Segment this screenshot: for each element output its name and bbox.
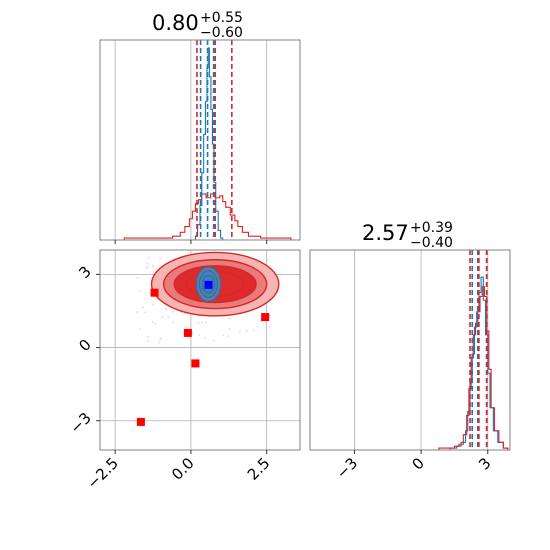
p3-red-histogram bbox=[432, 286, 509, 451]
p2-sample-point bbox=[138, 328, 141, 331]
p3-blue-histogram bbox=[438, 276, 509, 451]
p2-sample-point bbox=[151, 320, 154, 323]
p2-sample-point bbox=[266, 258, 269, 261]
p2-ytick-label-1: 0 bbox=[75, 336, 94, 355]
p2-sample-point bbox=[239, 330, 241, 333]
p2-red-marker-3 bbox=[261, 313, 270, 322]
p2-sample-point bbox=[201, 321, 203, 324]
p2-sample-point bbox=[245, 330, 248, 332]
p2-ytick-label-2: 3 bbox=[75, 262, 94, 281]
p2-sample-point bbox=[146, 266, 149, 269]
p2-sample-point bbox=[159, 257, 162, 260]
panel1-title: 0.80 +0.55 −0.60 bbox=[152, 10, 243, 41]
p2-sample-point bbox=[204, 337, 207, 340]
p3-xtick-label-1: 0 bbox=[408, 454, 427, 473]
p2-sample-point bbox=[154, 322, 157, 325]
p2-sample-point bbox=[144, 311, 147, 314]
p2-sample-point bbox=[227, 335, 229, 338]
p2-plot-area bbox=[136, 251, 280, 426]
p2-red-marker-2 bbox=[191, 359, 200, 368]
panel1-title-value: 0.80 bbox=[152, 11, 199, 35]
panel-bottom-left-2d: −2.5 0.0 2.5 −3 0 3 bbox=[66, 249, 301, 493]
p1-frame bbox=[99, 39, 301, 241]
panel-top-left-histogram bbox=[99, 39, 301, 244]
p2-sample-point bbox=[139, 290, 142, 293]
p2-sample-point bbox=[152, 303, 155, 306]
p2-sample-point bbox=[147, 257, 150, 260]
p2-sample-point bbox=[212, 339, 215, 342]
p2-sample-point bbox=[158, 338, 161, 341]
panel3-title-minus: −0.40 bbox=[410, 235, 453, 251]
p2-sample-point bbox=[152, 265, 155, 267]
panel1-title-minus: −0.60 bbox=[200, 25, 243, 41]
panel3-title-plus: +0.39 bbox=[410, 220, 453, 236]
p2-sample-point bbox=[161, 315, 164, 318]
p2-sample-point bbox=[165, 308, 168, 310]
p2-xtick-label-2: 2.5 bbox=[244, 454, 274, 484]
p3-xtick-label-2: 3 bbox=[475, 454, 494, 473]
p2-sample-point bbox=[198, 334, 201, 336]
p2-sample-point bbox=[147, 335, 149, 338]
p2-sample-point bbox=[268, 325, 271, 328]
p2-frame bbox=[99, 249, 301, 451]
p2-red-marker-0 bbox=[150, 288, 159, 297]
panel3-title: 2.57 +0.39 −0.40 bbox=[362, 220, 453, 251]
p2-sample-point bbox=[172, 311, 175, 313]
p2-sample-point bbox=[204, 321, 207, 324]
p2-sample-point bbox=[136, 311, 139, 313]
p2-sample-point bbox=[146, 262, 149, 265]
p2-xtick-label-0: −2.5 bbox=[83, 454, 121, 492]
p3-xtick-label-0: −3 bbox=[333, 454, 361, 482]
p2-sample-point bbox=[229, 317, 231, 320]
p2-sample-point bbox=[158, 341, 161, 344]
panel1-title-plus: +0.55 bbox=[200, 10, 243, 26]
p2-sample-point bbox=[222, 334, 225, 337]
p2-sample-point bbox=[197, 321, 200, 324]
p2-sample-point bbox=[191, 332, 194, 335]
p2-sample-point bbox=[172, 321, 175, 324]
p2-xtick-label-1: 0.0 bbox=[168, 454, 198, 484]
p2-ytick-label-0: −3 bbox=[66, 409, 94, 437]
p2-blue-marker bbox=[204, 280, 213, 289]
p2-sample-point bbox=[136, 277, 139, 280]
p2-sample-point bbox=[167, 316, 170, 319]
panel3-title-value: 2.57 bbox=[362, 221, 409, 245]
p2-sample-point bbox=[146, 339, 149, 342]
p2-red-marker-4 bbox=[136, 417, 145, 426]
p2-sample-point bbox=[253, 329, 255, 332]
p2-sample-point bbox=[229, 328, 231, 331]
panel-bottom-right-histogram: −3 0 3 bbox=[309, 249, 511, 482]
p2-sample-point bbox=[142, 306, 144, 309]
p2-red-marker-1 bbox=[183, 328, 192, 337]
p1-red-histogram bbox=[112, 193, 292, 241]
p3-frame bbox=[309, 249, 511, 451]
